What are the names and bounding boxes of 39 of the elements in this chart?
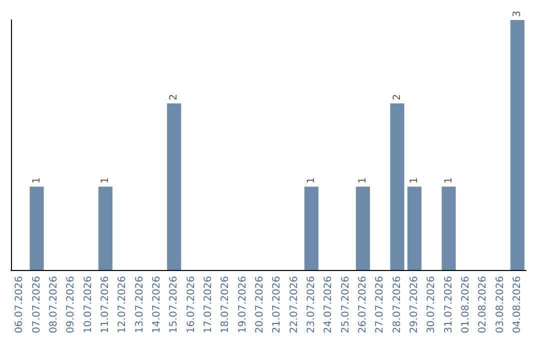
x-tick-label: 30.07.2026 [426, 276, 438, 334]
x-tick-label: 26.07.2026 [357, 276, 368, 334]
x-tick-label: 02.08.2026 [478, 276, 489, 334]
x-tick-label: 14.07.2026 [151, 276, 162, 334]
x-tick-label: 13.07.2026 [134, 276, 146, 334]
x-tick-label: 20.07.2026 [254, 276, 266, 334]
x-tick-label: 18.07.2026 [220, 276, 232, 334]
x-tick-label: 27.07.2026 [374, 276, 386, 334]
x-tick-label: 03.08.2026 [494, 276, 506, 334]
x-tick-label: 29.07.2026 [408, 276, 420, 334]
x-tick-label: 22.07.2026 [288, 276, 300, 334]
x-tick-label: 16.07.2026 [186, 276, 197, 334]
x-tick-label: 31.07.2026 [443, 276, 454, 334]
x-tick-label: 01.08.2026 [460, 276, 472, 334]
x-tick-label: 04.08.2026 [512, 276, 523, 334]
data-label: 2 [168, 94, 180, 100]
x-tick-label: 28.07.2026 [392, 276, 403, 334]
data-label: 1 [306, 177, 317, 184]
x-tick-label: 23.07.2026 [306, 276, 317, 334]
x-tick-label: 12.07.2026 [117, 276, 128, 334]
x-tick-label: 06.07.2026 [14, 276, 26, 334]
x-tick-label: 24.07.2026 [323, 276, 334, 334]
x-tick-label: 15.07.2026 [168, 276, 180, 334]
data-label: 1 [357, 177, 368, 184]
data-label: 1 [443, 177, 454, 184]
x-tick-label: 17.07.2026 [202, 276, 214, 334]
x-tick-label: 08.07.2026 [48, 276, 60, 334]
data-label: 1 [100, 177, 111, 184]
data-label: 3 [512, 10, 523, 17]
data-label: 2 [392, 94, 403, 100]
x-tick-label: 10.07.2026 [82, 276, 94, 334]
x-tick-label: 19.07.2026 [237, 276, 248, 334]
x-tick-label: 09.07.2026 [66, 276, 77, 334]
data-label: 1 [31, 177, 42, 184]
x-tick-label: 11.07.2026 [100, 276, 111, 334]
x-tick-label: 25.07.2026 [340, 276, 352, 334]
x-tick-label: 21.07.2026 [272, 276, 283, 334]
data-label: 1 [408, 177, 420, 184]
x-tick-label: 07.07.2026 [31, 276, 42, 334]
